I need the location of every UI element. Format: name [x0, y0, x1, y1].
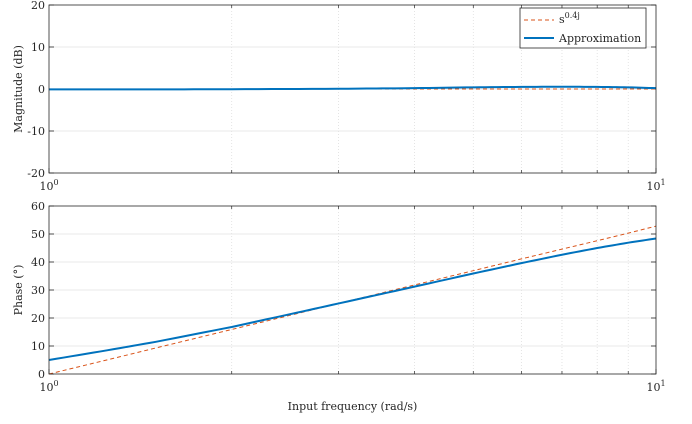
y-axis-label: Magnitude (dB)	[12, 45, 25, 133]
legend-label-series-1: s0.4j	[559, 11, 580, 26]
y-tick-label: 20	[31, 0, 45, 12]
phase-subplot: 0 10 20 30 40 50 60 100 101 Phase (°) Input freque…	[12, 200, 666, 413]
x-tick-label: 100	[39, 178, 58, 193]
y-tick-label: -10	[27, 125, 45, 138]
x-tick-label: 101	[646, 379, 665, 394]
y-tick-label: 30	[31, 284, 45, 297]
y-tick-label: 0	[38, 368, 45, 381]
x-tick-label: 100	[39, 379, 58, 394]
y-tick-label: -20	[27, 167, 45, 180]
y-axis-label: Phase (°)	[12, 265, 25, 316]
y-tick-label: 10	[31, 41, 45, 54]
series-line-2	[48, 237, 657, 361]
y-tick-label: 40	[31, 256, 45, 269]
legend-label-series-2: Approximation	[558, 32, 641, 45]
legend-box	[519, 7, 647, 49]
legend: s0.4j Approximation	[519, 7, 647, 49]
y-tick-label: 60	[31, 200, 45, 213]
y-tick-label: 20	[31, 312, 45, 325]
axes-frame	[48, 4, 657, 174]
series-line-2	[49, 85, 657, 91]
y-tick-label: 50	[31, 228, 45, 241]
x-axis-label: Input frequency (rad/s)	[288, 400, 418, 413]
y-tick-label: 0	[38, 83, 45, 96]
y-tick-label: 10	[31, 340, 45, 353]
axes-frame	[48, 205, 657, 375]
x-tick-label: 101	[646, 178, 665, 193]
